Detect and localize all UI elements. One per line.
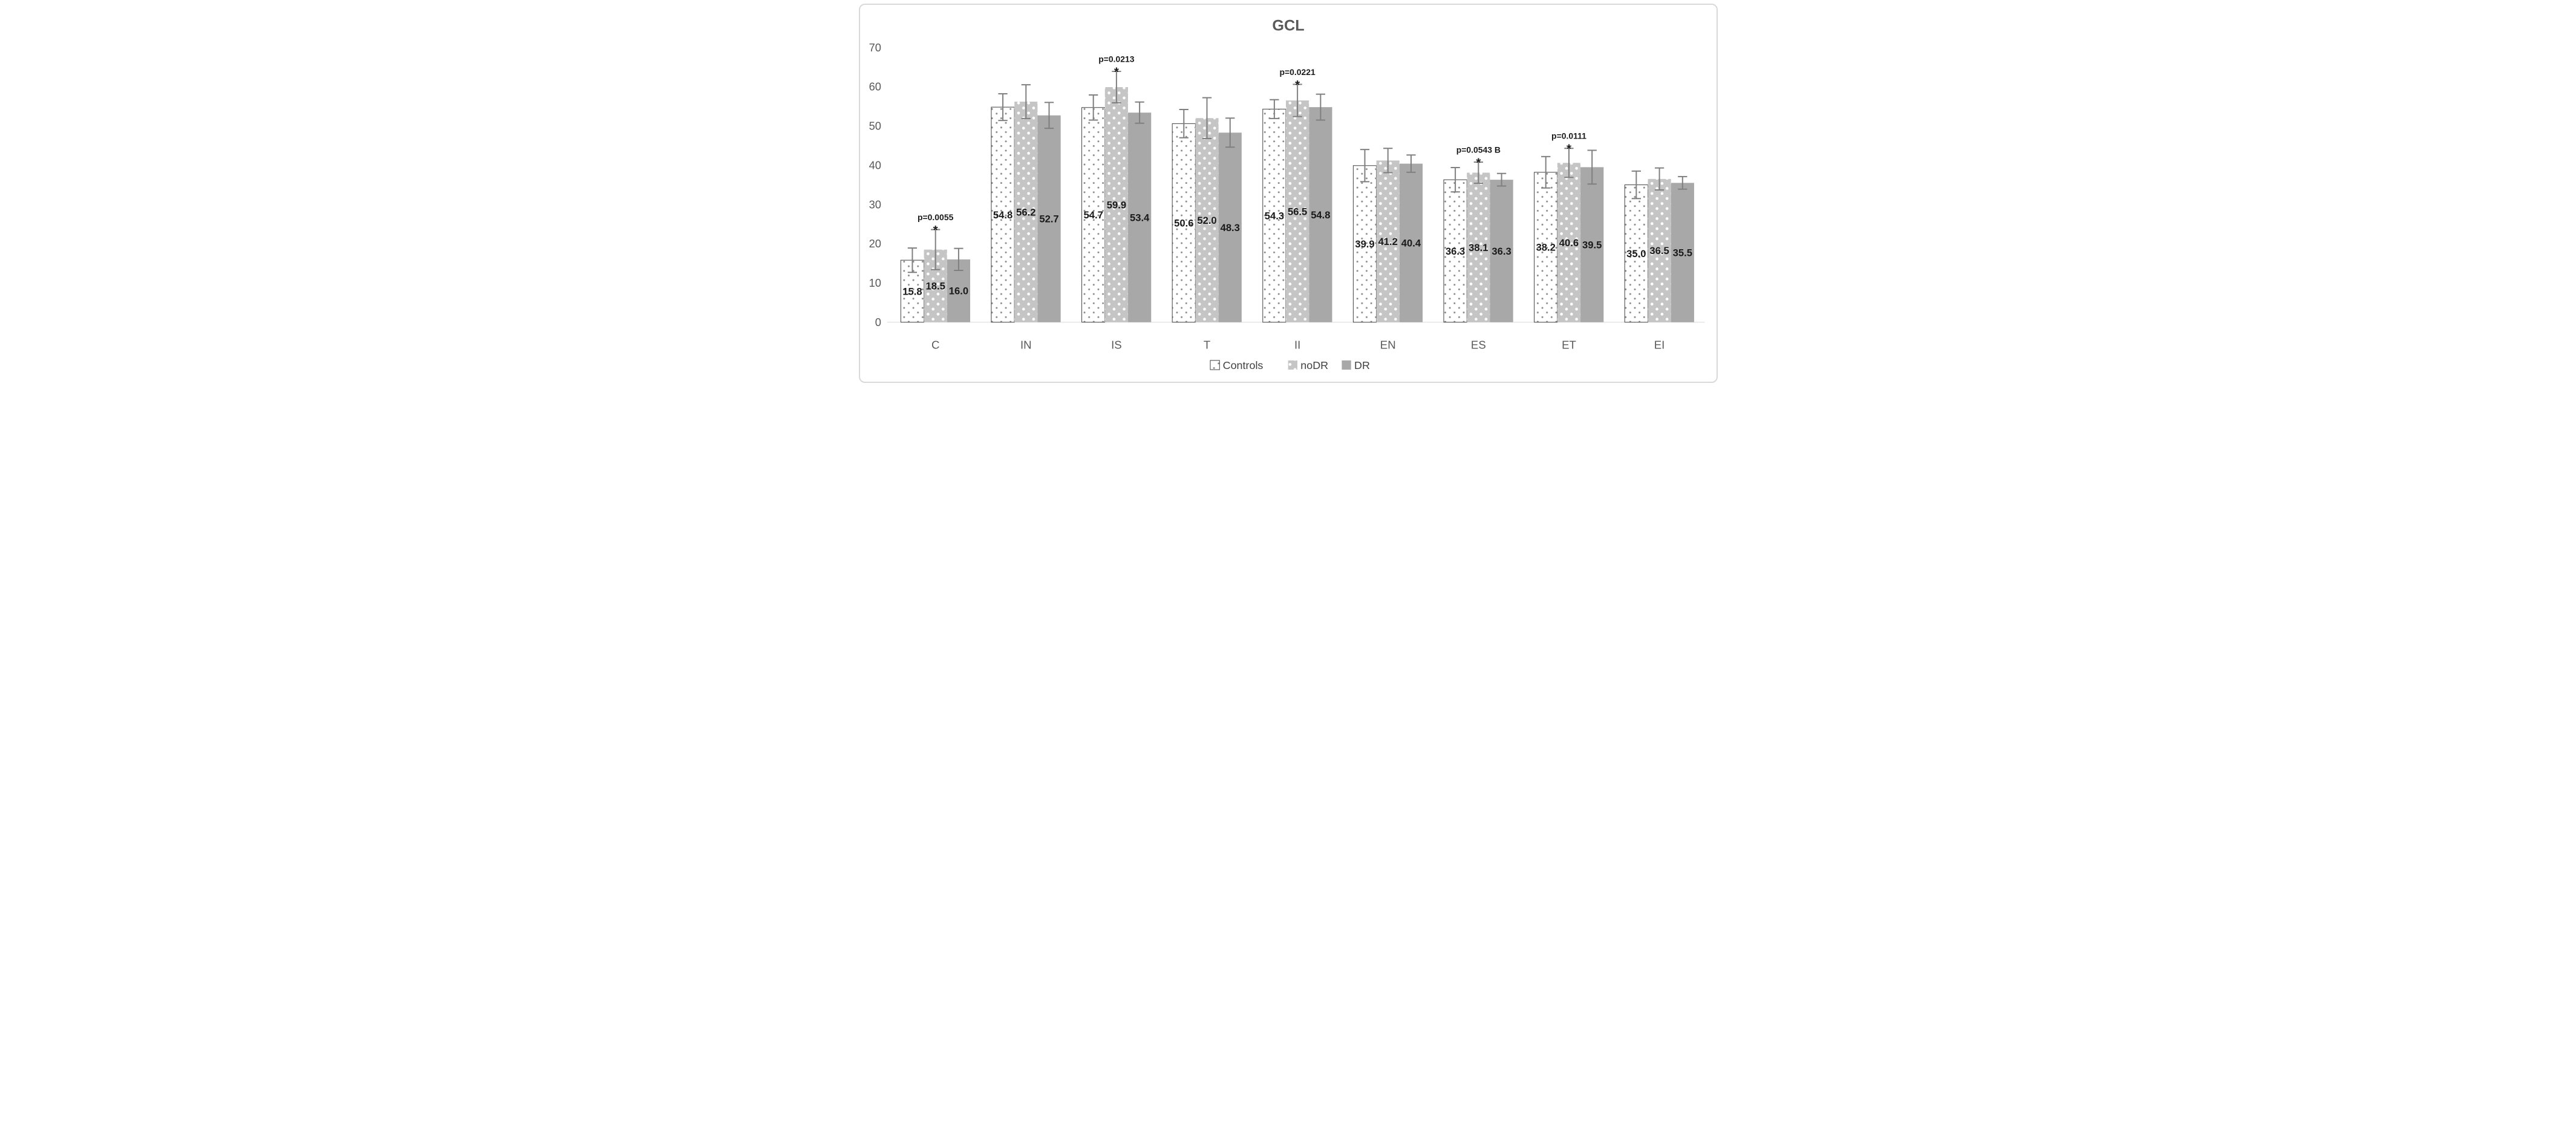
bar-II-DR	[1308, 107, 1332, 322]
p-value-annotation-ET: p=0.0111	[1551, 131, 1586, 141]
data-label-ES-noDR: 38.1	[1469, 242, 1488, 253]
bar-EN-DR	[1399, 163, 1423, 322]
bar-T-Controls	[1172, 123, 1196, 323]
legend-swatch-Controls	[1210, 360, 1220, 370]
x-category-label-ET: ET	[1562, 339, 1576, 351]
data-label-EN-noDR: 41.2	[1378, 236, 1397, 247]
y-tick-label-50: 50	[869, 120, 881, 132]
legend-swatch-noDR	[1288, 360, 1297, 370]
bar-IN-DR	[1037, 115, 1061, 322]
bar-ES-noDR	[1466, 172, 1490, 322]
bar-ES-Controls	[1443, 179, 1467, 323]
significance-star-ET: *	[1566, 142, 1571, 156]
data-label-ES-DR: 36.3	[1492, 246, 1511, 257]
bar-IS-Controls	[1081, 107, 1105, 323]
bar-IN-Controls	[990, 106, 1015, 323]
x-category-label-IS: IS	[1111, 339, 1122, 351]
bar-EI-noDR	[1647, 178, 1671, 322]
bar-EN-Controls	[1352, 165, 1377, 323]
data-label-ET-noDR: 40.6	[1559, 237, 1578, 249]
bar-ET-DR	[1580, 167, 1603, 322]
significance-star-C: *	[933, 223, 937, 237]
data-label-T-noDR: 52.0	[1197, 215, 1216, 226]
legend-label-Controls: Controls	[1222, 359, 1263, 371]
bar-IN-noDR	[1014, 102, 1037, 322]
data-label-EN-DR: 40.4	[1401, 238, 1421, 249]
bar-chart: GCL 0 10 20 30 40 50 60 70 15.8 18.5 16.0 C 54.8 56.2 5…	[860, 5, 1717, 382]
data-label-IS-noDR: 59.9	[1106, 199, 1126, 211]
x-category-label-EN: EN	[1380, 339, 1395, 351]
chart-title: GCL	[1272, 18, 1304, 34]
data-label-IN-Controls: 54.8	[993, 209, 1012, 221]
legend-label-DR: DR	[1354, 359, 1370, 371]
data-label-C-noDR: 18.5	[925, 281, 945, 292]
bar-ET-noDR	[1557, 163, 1580, 322]
y-tick-label-10: 10	[869, 276, 881, 289]
bar-ES-DR	[1489, 180, 1513, 322]
data-label-IS-DR: 53.4	[1129, 212, 1149, 223]
data-label-T-Controls: 50.6	[1174, 217, 1193, 229]
y-tick-label-20: 20	[869, 237, 881, 250]
data-label-II-DR: 54.8	[1311, 209, 1330, 221]
data-label-C-DR: 16.0	[948, 286, 968, 297]
data-label-ES-Controls: 36.3	[1445, 246, 1464, 257]
x-category-label-T: T	[1203, 339, 1210, 351]
bar-EI-Controls	[1624, 184, 1648, 323]
bar-T-DR	[1218, 132, 1242, 322]
x-category-label-IN: IN	[1020, 339, 1031, 351]
bar-IS-noDR	[1104, 87, 1128, 322]
bar-EN-noDR	[1376, 160, 1400, 322]
significance-star-ES: *	[1476, 155, 1481, 169]
data-label-IN-noDR: 56.2	[1016, 206, 1035, 218]
data-label-ET-DR: 39.5	[1582, 239, 1602, 250]
p-value-annotation-IS: p=0.0213	[1098, 54, 1135, 64]
data-label-IS-Controls: 54.7	[1083, 209, 1103, 221]
data-label-EI-noDR: 36.5	[1649, 245, 1669, 256]
x-category-label-ES: ES	[1470, 339, 1485, 351]
bar-II-noDR	[1285, 100, 1309, 322]
x-category-label-EI: EI	[1654, 339, 1665, 351]
bar-IS-DR	[1127, 113, 1151, 322]
y-tick-label-60: 60	[869, 80, 881, 93]
p-value-annotation-C: p=0.0055	[917, 212, 953, 222]
bar-ET-Controls	[1533, 172, 1557, 323]
data-label-IN-DR: 52.7	[1039, 214, 1058, 225]
bar-EI-DR	[1671, 183, 1694, 322]
data-label-C-Controls: 15.8	[902, 286, 922, 297]
y-tick-label-30: 30	[869, 198, 881, 211]
x-category-label-C: C	[931, 339, 939, 351]
y-tick-label-40: 40	[869, 158, 881, 171]
chart-svg: GCL 0 10 20 30 40 50 60 70 15.8 18.5 16.0 C 54.8 56.2 5…	[869, 18, 1704, 371]
p-value-annotation-ES: p=0.0543 B	[1456, 145, 1500, 154]
significance-star-IS: *	[1114, 65, 1118, 79]
significance-star-II: *	[1295, 78, 1300, 92]
bar-II-Controls	[1262, 108, 1286, 323]
data-label-EI-Controls: 35.0	[1626, 248, 1646, 260]
chart-figure: GCL 0 10 20 30 40 50 60 70 15.8 18.5 16.0 C 54.8 56.2 5…	[858, 4, 1718, 383]
data-label-T-DR: 48.3	[1220, 222, 1239, 233]
data-label-ET-Controls: 38.2	[1536, 242, 1555, 253]
y-tick-label-0: 0	[875, 316, 881, 328]
x-category-label-II: II	[1294, 339, 1300, 351]
y-tick-label-70: 70	[869, 41, 881, 54]
data-label-II-noDR: 56.5	[1287, 206, 1306, 217]
bar-T-noDR	[1195, 118, 1219, 322]
data-label-II-Controls: 54.3	[1264, 210, 1283, 221]
p-value-annotation-II: p=0.0221	[1279, 67, 1316, 77]
data-label-EN-Controls: 39.9	[1355, 238, 1374, 250]
data-label-EI-DR: 35.5	[1672, 247, 1692, 258]
legend-label-noDR: noDR	[1300, 359, 1328, 371]
legend-swatch-DR	[1341, 360, 1351, 370]
